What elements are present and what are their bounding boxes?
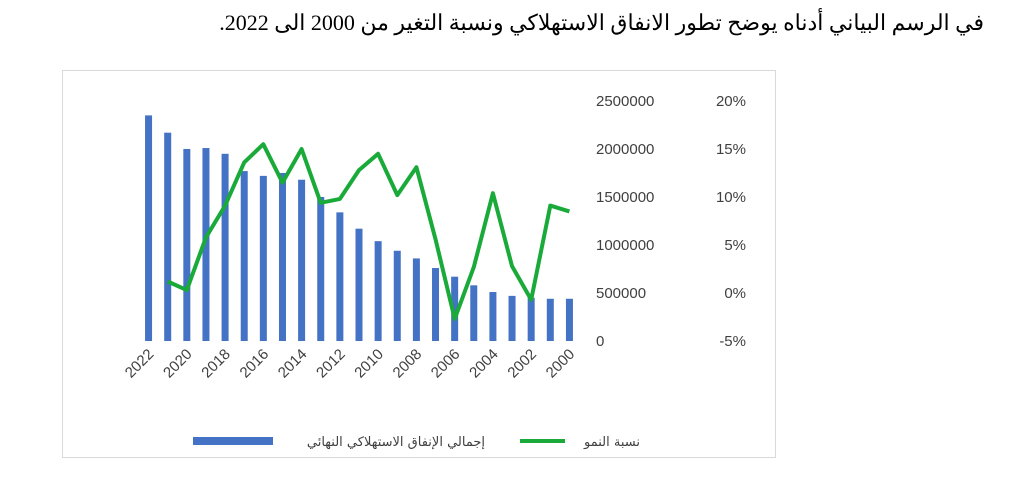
legend: نسبة النمو إجمالي الإنفاق الاستهلاكي النه…: [193, 435, 640, 450]
bar: [145, 115, 153, 342]
x-tick-label: 2020: [160, 346, 196, 382]
left-axis-tick-label: 500000: [596, 285, 646, 302]
bar: [298, 179, 306, 341]
right-axis-tick-label: 20%: [716, 93, 746, 110]
bar: [278, 173, 286, 341]
bar: [489, 292, 497, 341]
x-axis-ticks: 2022 2020 2018 2016 2014 2012 2010 2008 2006 2004…: [122, 346, 578, 382]
left-axis-tick-label: 1500000: [596, 189, 654, 206]
left-axis-tick-label: 0: [596, 333, 604, 350]
right-axis-tick-label: -5%: [719, 333, 746, 350]
bar: [508, 295, 516, 341]
legend-line-label: نسبة النمو: [583, 435, 640, 450]
left-axis-tick-label: 2500000: [596, 93, 654, 110]
x-tick-label: 2006: [428, 346, 464, 382]
right-axis-tick-label: 15%: [716, 141, 746, 158]
legend-bar-swatch: [193, 437, 273, 445]
combo-chart: 2022 2020 2018 2016 2014 2012 2010 2008 2006 2004…: [122, 93, 746, 450]
bar: [221, 153, 229, 341]
chart-frame: 2022 2020 2018 2016 2014 2012 2010 2008 2006 2004…: [62, 70, 776, 458]
bar: [202, 148, 210, 341]
x-tick-label: 2004: [466, 346, 502, 382]
left-axis-ticks: 0 500000 1000000 1500000 2000000 2500000: [596, 93, 654, 350]
bar: [432, 268, 440, 341]
x-tick-label: 2022: [122, 346, 158, 382]
x-tick-label: 2016: [237, 346, 273, 382]
x-tick-label: 2002: [504, 346, 540, 382]
bar: [336, 212, 344, 341]
x-tick-label: 2014: [275, 346, 311, 382]
line-series-layer: [166, 142, 570, 321]
bar: [240, 171, 248, 341]
left-axis-tick-label: 2000000: [596, 141, 654, 158]
growth-line: [166, 142, 570, 321]
x-tick-label: 2000: [543, 346, 579, 382]
bar: [317, 197, 325, 341]
x-tick-label: 2010: [351, 346, 387, 382]
bar-series: [145, 115, 573, 342]
bar: [412, 258, 420, 341]
bar: [259, 175, 267, 341]
left-axis-tick-label: 1000000: [596, 237, 654, 254]
x-tick-label: 2012: [313, 346, 349, 382]
legend-bar-label: إجمالي الإنفاق الاستهلاكي النهائي: [307, 435, 485, 450]
x-tick-label: 2008: [390, 346, 426, 382]
bar: [393, 250, 401, 341]
bar: [470, 285, 478, 341]
bar: [546, 298, 554, 341]
bar: [164, 132, 172, 341]
bar: [374, 241, 382, 341]
right-axis-tick-label: 10%: [716, 189, 746, 206]
right-axis-ticks: -5% 0% 5% 10% 15% 20%: [716, 93, 746, 350]
right-axis-tick-label: 0%: [724, 285, 746, 302]
bar: [183, 149, 191, 341]
right-axis-tick-label: 5%: [724, 237, 746, 254]
bar: [527, 297, 535, 341]
bar: [451, 276, 459, 341]
bar: [565, 298, 573, 341]
x-tick-label: 2018: [198, 346, 234, 382]
bar: [355, 228, 363, 341]
page-heading: في الرسم البياني أدناه يوضح تطور الانفاق…: [219, 10, 984, 35]
